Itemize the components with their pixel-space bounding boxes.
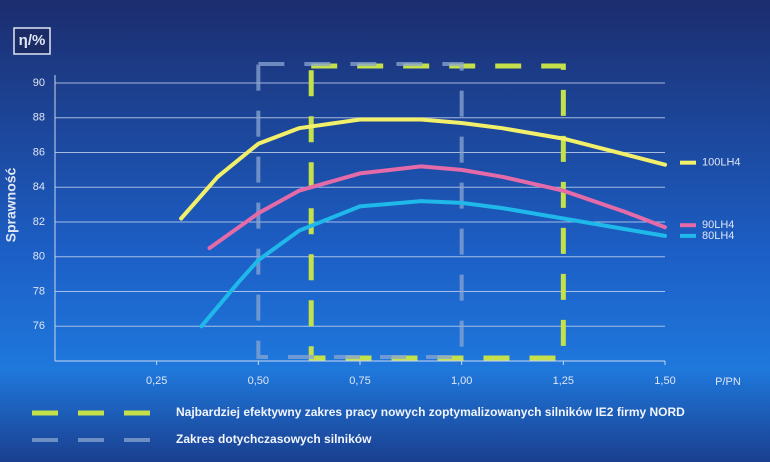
legend-label: Najbardziej efektywny zakres pracy nowyc… (176, 405, 685, 419)
range-box (308, 63, 566, 361)
y-tick-label: 90 (33, 77, 45, 89)
unit-box (13, 27, 51, 55)
x-tick-label: 0,75 (349, 375, 370, 387)
x-tick-label: 0,50 (248, 375, 269, 387)
series-line (207, 164, 667, 251)
legend-label: Zakres dotychczasowych silników (176, 432, 372, 446)
y-tick-label: 82 (33, 216, 45, 228)
y-axis-label: Sprawność (3, 167, 19, 242)
y-tick-label: 76 (33, 320, 45, 332)
y-tick-label: 80 (33, 251, 45, 263)
legend-label: 80LH4 (702, 230, 734, 242)
y-tick-label: 88 (33, 112, 45, 124)
x-tick-label: 1,50 (654, 375, 675, 387)
x-tick-label: 1,25 (553, 375, 574, 387)
y-tick-label: 78 (33, 285, 45, 297)
y-unit: η/% (19, 32, 46, 49)
x-tick-label: 1,00 (451, 375, 472, 387)
x-tick-label: 0,25 (146, 375, 167, 387)
y-tick-label: 86 (33, 146, 45, 158)
series-line (179, 117, 667, 221)
series-line (199, 199, 667, 329)
legend-label: 100LH4 (702, 157, 741, 169)
y-tick-label: 84 (33, 181, 45, 193)
range-box (256, 62, 464, 359)
legend-label: 90LH4 (702, 219, 734, 231)
x-axis-label: P/PN (715, 376, 741, 388)
